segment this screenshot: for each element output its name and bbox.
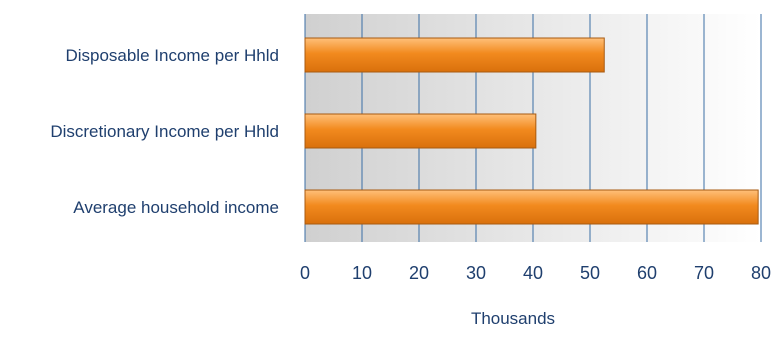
- x-tick-label-10: 10: [352, 263, 372, 283]
- x-axis-title: Thousands: [471, 309, 555, 328]
- x-tick-label-80: 80: [751, 263, 771, 283]
- x-tick-label-20: 20: [409, 263, 429, 283]
- x-tick-label-70: 70: [694, 263, 714, 283]
- bar-disposable-income-per-hhld: [304, 37, 605, 73]
- category-labels: Disposable Income per Hhld Discretionary …: [50, 46, 279, 217]
- category-label: Average household income: [73, 198, 279, 217]
- x-tick-label-30: 30: [466, 263, 486, 283]
- x-tick-label-50: 50: [580, 263, 600, 283]
- bar-discretionary-income-per-hhld: [304, 113, 537, 149]
- x-tick-label-0: 0: [300, 263, 310, 283]
- category-label: Disposable Income per Hhld: [65, 46, 279, 65]
- bar-average-household-income: [304, 189, 759, 225]
- bars: [304, 37, 759, 225]
- x-tick-label-60: 60: [637, 263, 657, 283]
- x-axis-ticks: 0 10 20 30 40 50 60 70 80: [300, 263, 771, 283]
- category-label: Discretionary Income per Hhld: [50, 122, 279, 141]
- x-tick-label-40: 40: [523, 263, 543, 283]
